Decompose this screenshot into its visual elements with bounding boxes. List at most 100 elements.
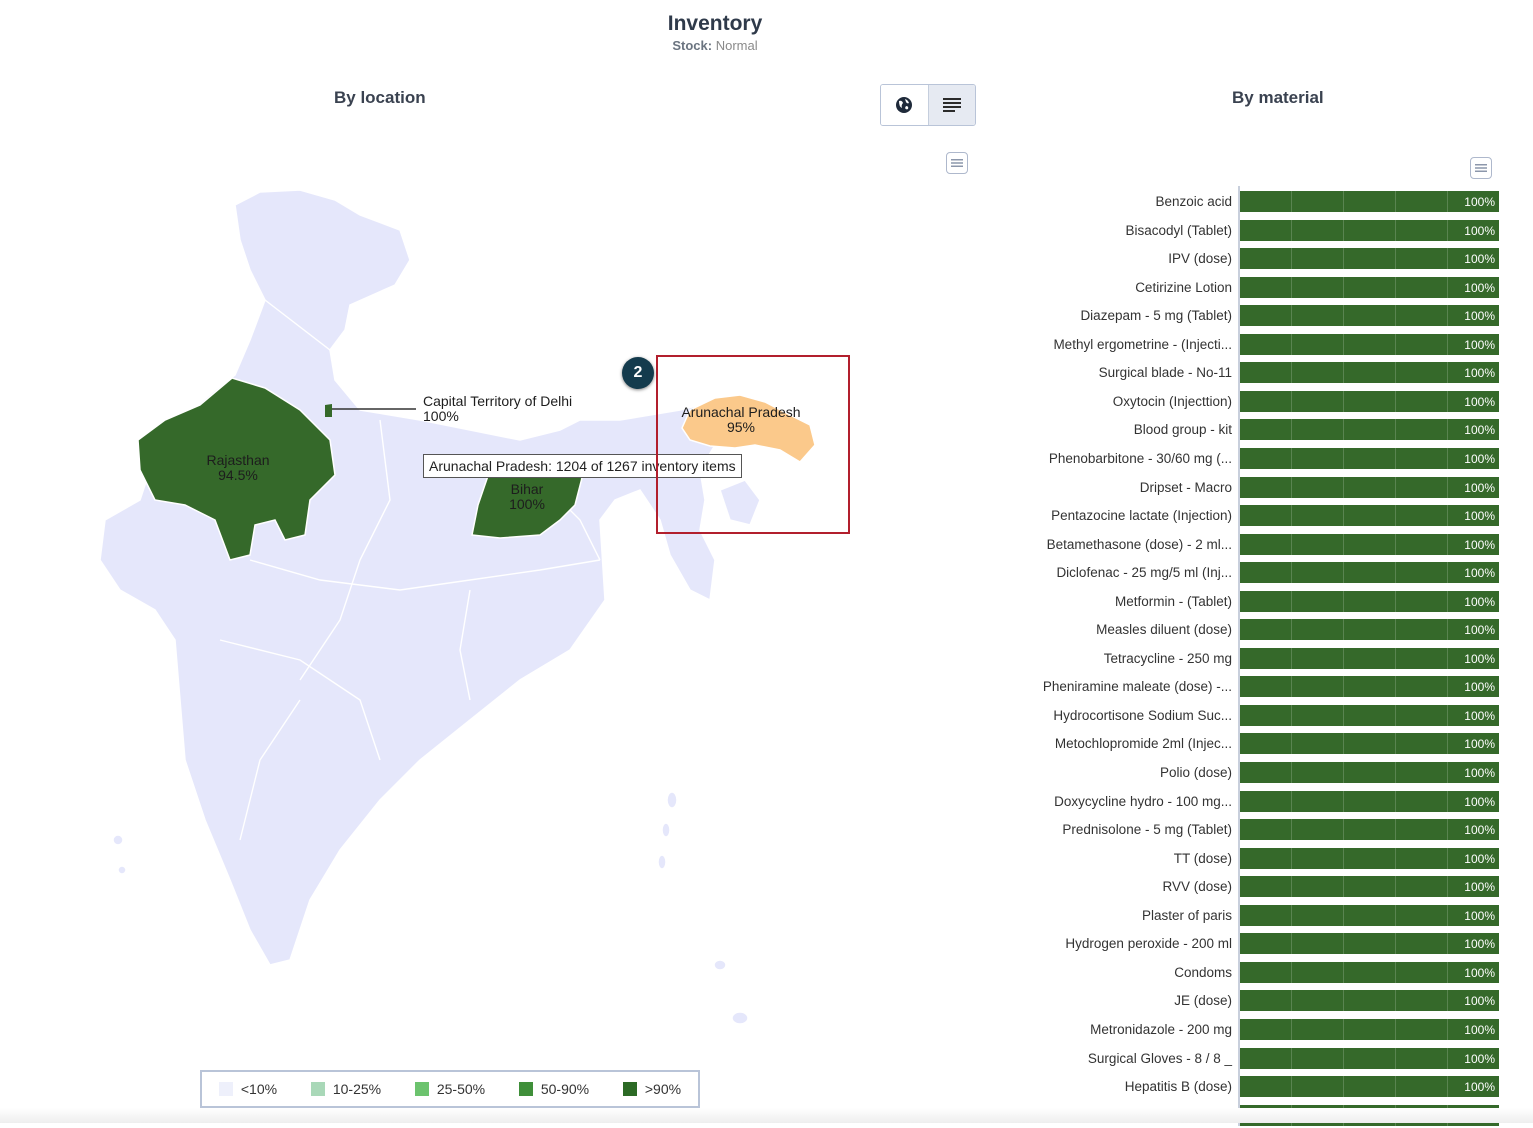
material-bar[interactable]: 100% bbox=[1240, 305, 1499, 327]
material-bar-row[interactable]: Metformin - (Tablet) 100% bbox=[1000, 590, 1500, 614]
material-bar-row[interactable]: Condoms 100% bbox=[1000, 961, 1500, 985]
bihar-name: Bihar bbox=[510, 481, 544, 497]
material-bar-row[interactable]: Bisacodyl (Tablet) 100% bbox=[1000, 219, 1500, 243]
material-bar[interactable]: 100% bbox=[1240, 676, 1499, 698]
material-bar-row[interactable]: Pentazocine lactate (Injection) 100% bbox=[1000, 504, 1500, 528]
material-bar[interactable]: 100% bbox=[1240, 562, 1499, 584]
map-view-button[interactable] bbox=[881, 85, 929, 125]
material-bar[interactable]: 100% bbox=[1240, 276, 1499, 298]
material-bar[interactable]: 100% bbox=[1240, 191, 1499, 212]
material-bar-row[interactable]: Metochlopromide 2ml (Injec... 100% bbox=[1000, 732, 1500, 756]
material-bar[interactable]: 100% bbox=[1240, 476, 1499, 498]
material-bar-label: Surgical blade - No-11 bbox=[1098, 365, 1232, 381]
material-bar-row[interactable]: Hydrocortisone Sodium Suc... 100% bbox=[1000, 704, 1500, 728]
delhi-region[interactable] bbox=[325, 404, 332, 417]
material-bar-row[interactable]: Hepatitis B (dose) 100% bbox=[1000, 1075, 1500, 1099]
material-bar-row[interactable]: Betamethasone (dose) - 2 ml... 100% bbox=[1000, 533, 1500, 557]
material-bar[interactable]: 100% bbox=[1240, 733, 1499, 755]
material-bar-label: Methyl ergometrine - (Injecti... bbox=[1053, 336, 1232, 352]
material-bar-row[interactable]: Cetirizine Lotion 100% bbox=[1000, 276, 1500, 300]
hamburger-menu-icon bbox=[951, 159, 963, 167]
material-bar-row[interactable]: Oxytocin (Injecttion) 100% bbox=[1000, 390, 1500, 414]
material-bar[interactable]: 100% bbox=[1240, 1076, 1499, 1098]
arunachal-pradesh-region[interactable] bbox=[681, 394, 816, 463]
hamburger-menu-icon bbox=[1475, 164, 1487, 172]
material-bar-row[interactable]: Benzoic acid 100% bbox=[1000, 190, 1500, 214]
material-bar-row[interactable]: Surgical Gloves - 8 / 8 _ 100% bbox=[1000, 1047, 1500, 1071]
material-bar-row[interactable]: Plaster of paris 100% bbox=[1000, 904, 1500, 928]
material-bar-row[interactable]: Surgical blade - No-11 100% bbox=[1000, 361, 1500, 385]
material-bar[interactable]: 100% bbox=[1240, 790, 1499, 812]
material-bar-label: Hydrocortisone Sodium Suc... bbox=[1053, 707, 1232, 723]
material-bar[interactable]: 100% bbox=[1240, 419, 1499, 441]
material-bar[interactable]: 100% bbox=[1240, 1047, 1499, 1069]
material-bar[interactable]: 100% bbox=[1240, 819, 1499, 841]
delhi-value: 100% bbox=[423, 408, 459, 424]
material-bar-label: Polio (dose) bbox=[1159, 765, 1232, 780]
material-bar-value: 100% bbox=[1464, 994, 1495, 1009]
material-bar-row[interactable]: Dripset - Macro 100% bbox=[1000, 476, 1500, 500]
legend-label: <10% bbox=[240, 1081, 278, 1097]
material-bar-row[interactable]: Tetracycline - 250 mg 100% bbox=[1000, 647, 1500, 671]
material-bar-label: RVV (dose) bbox=[1162, 879, 1232, 895]
material-bar[interactable]: 100% bbox=[1240, 647, 1499, 669]
material-bar-label: Tetracycline - 250 mg bbox=[1103, 650, 1232, 666]
material-bar[interactable]: 100% bbox=[1240, 590, 1499, 612]
material-menu-button[interactable] bbox=[1470, 157, 1492, 179]
legend-item[interactable]: 50-90% bbox=[518, 1081, 589, 1097]
material-bar-row[interactable]: RVV (dose) 100% bbox=[1000, 875, 1500, 899]
material-bar[interactable]: 100% bbox=[1240, 619, 1499, 641]
material-bar-row[interactable]: Doxycycline hydro - 100 mg... 100% bbox=[1000, 790, 1500, 814]
material-bar-row[interactable]: Hydrogen peroxide - 200 ml 100% bbox=[1000, 932, 1500, 956]
material-bar-row[interactable]: Diclofenac - 25 mg/5 ml (Inj... 100% bbox=[1000, 561, 1500, 585]
list-view-button[interactable] bbox=[928, 85, 975, 125]
material-bar-row[interactable]: TT (dose) 100% bbox=[1000, 847, 1500, 871]
material-bar[interactable]: 100% bbox=[1240, 933, 1499, 955]
rajasthan-region[interactable] bbox=[137, 377, 336, 561]
material-bar[interactable]: 100% bbox=[1240, 447, 1499, 469]
material-bar-label: Oxytocin (Injecttion) bbox=[1112, 393, 1232, 409]
legend-item[interactable]: >90% bbox=[622, 1081, 681, 1097]
material-bar[interactable]: 100% bbox=[1240, 990, 1499, 1012]
material-bar[interactable]: 100% bbox=[1240, 362, 1499, 384]
legend-item[interactable]: 10-25% bbox=[310, 1081, 382, 1097]
material-bar[interactable]: 100% bbox=[1240, 219, 1499, 241]
legend-item[interactable]: <10% bbox=[218, 1081, 278, 1097]
material-bar-row[interactable]: Polio (dose) 100% bbox=[1000, 761, 1500, 785]
material-bar-row[interactable]: IPV (dose) 100% bbox=[1000, 247, 1500, 271]
material-bar-row[interactable]: Metronidazole - 200 mg 100% bbox=[1000, 1018, 1500, 1042]
material-bar-row[interactable]: Prednisolone - 5 mg (Tablet) 100% bbox=[1000, 818, 1500, 842]
india-map bbox=[99, 189, 816, 1025]
list-icon bbox=[942, 98, 961, 112]
material-bar[interactable]: 100% bbox=[1240, 961, 1499, 983]
material-bar[interactable]: 100% bbox=[1240, 533, 1499, 555]
map-menu-button[interactable] bbox=[946, 152, 968, 174]
material-bar-row[interactable]: Diazepam - 5 mg (Tablet) 100% bbox=[1000, 304, 1500, 328]
material-bar[interactable]: 100% bbox=[1240, 704, 1499, 726]
material-bar[interactable]: 100% bbox=[1240, 847, 1499, 869]
material-bar[interactable]: 100% bbox=[1240, 876, 1499, 898]
material-bar-value: 100% bbox=[1464, 423, 1495, 438]
legend-item[interactable]: 25-50% bbox=[414, 1081, 485, 1097]
material-bar-label: Diclofenac - 25 mg/5 ml (Inj... bbox=[1056, 565, 1232, 581]
material-bar[interactable]: 100% bbox=[1240, 505, 1499, 527]
material-bar-value: 100% bbox=[1464, 566, 1495, 581]
material-bar[interactable]: 100% bbox=[1240, 904, 1499, 926]
material-bar-label: Prednisolone - 5 mg (Tablet) bbox=[1062, 822, 1232, 838]
material-bar-row[interactable]: Methyl ergometrine - (Injecti... 100% bbox=[1000, 333, 1500, 357]
rajasthan-label: Rajasthan 94.5% bbox=[190, 453, 286, 483]
legend-label: 10-25% bbox=[332, 1081, 382, 1097]
material-bar-row[interactable]: JE (dose) 100% bbox=[1000, 989, 1500, 1013]
material-bar-value: 100% bbox=[1464, 195, 1495, 209]
material-bar-value: 100% bbox=[1464, 337, 1495, 352]
material-bar-row[interactable]: Phenobarbitone - 30/60 mg (... 100% bbox=[1000, 447, 1500, 471]
material-bar[interactable]: 100% bbox=[1240, 390, 1499, 412]
material-bar-row[interactable]: Measles diluent (dose) 100% bbox=[1000, 618, 1500, 642]
material-bar[interactable]: 100% bbox=[1240, 333, 1499, 355]
material-bar[interactable]: 100% bbox=[1240, 1018, 1499, 1040]
material-bar-label: Doxycycline hydro - 100 mg... bbox=[1054, 793, 1232, 809]
material-bar-row[interactable]: Pheniramine maleate (dose) -... 100% bbox=[1000, 675, 1500, 699]
material-bar-row[interactable]: Blood group - kit 100% bbox=[1000, 418, 1500, 442]
material-bar[interactable]: 100% bbox=[1240, 248, 1499, 270]
material-bar[interactable]: 100% bbox=[1240, 762, 1499, 783]
